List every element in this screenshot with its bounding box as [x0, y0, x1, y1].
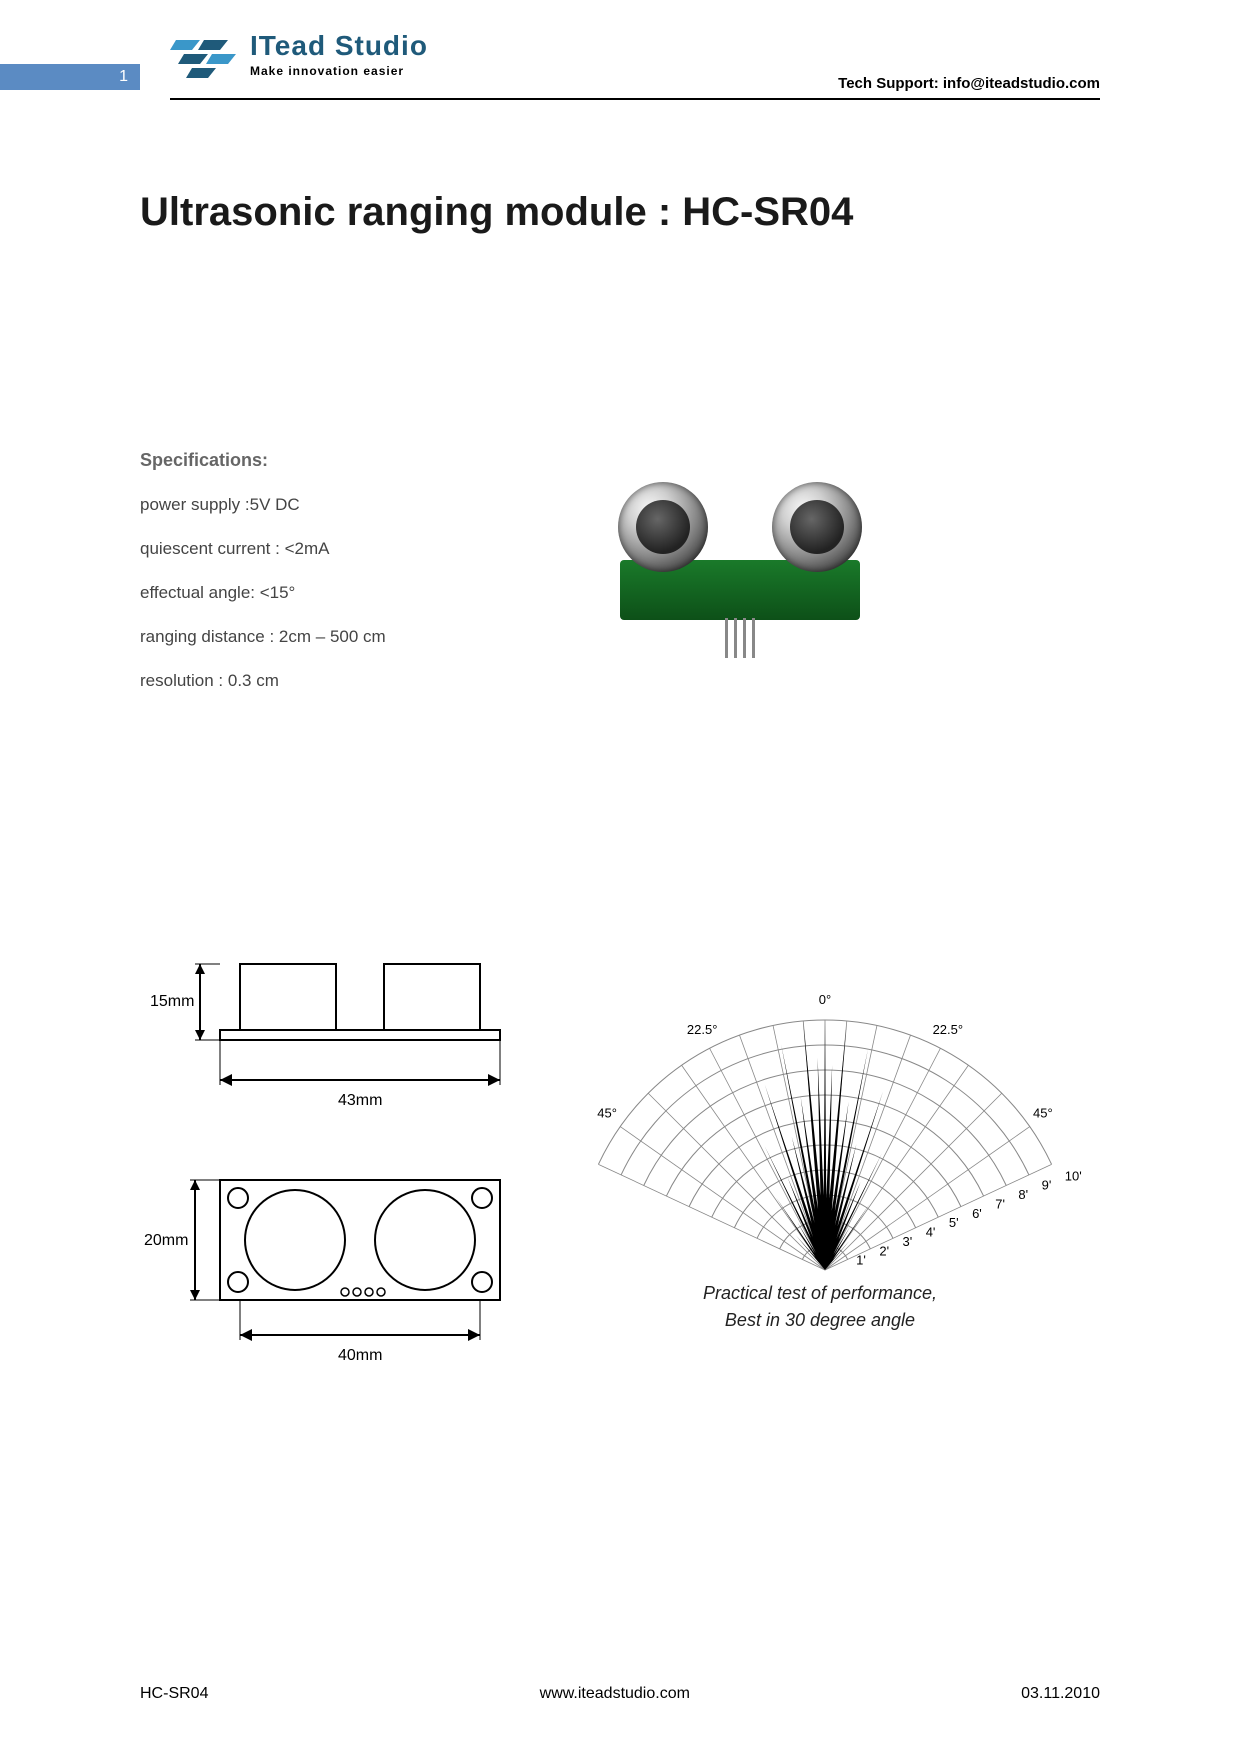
svg-text:45°: 45° — [597, 1105, 617, 1120]
footer-date: 03.11.2010 — [1021, 1685, 1100, 1703]
side-height-label: 15mm — [150, 993, 194, 1010]
svg-text:45°: 45° — [1033, 1105, 1053, 1120]
svg-text:1': 1' — [856, 1253, 866, 1268]
page-header: ITead Studio Make innovation easier Tech… — [170, 30, 1100, 100]
document-title: Ultrasonic ranging module : HC-SR04 — [140, 190, 853, 235]
svg-text:3': 3' — [903, 1234, 913, 1249]
logo-icon — [170, 30, 242, 80]
top-view-diagram: 20mm 40mm — [140, 1160, 540, 1380]
svg-text:22.5°: 22.5° — [933, 1022, 964, 1037]
spec-item: power supply :5V DC — [140, 495, 500, 515]
spec-item: effectual angle: <15° — [140, 583, 500, 603]
spec-item: quiescent current : <2mA — [140, 539, 500, 559]
transducer-left — [618, 482, 708, 572]
svg-text:2': 2' — [879, 1243, 889, 1258]
page-number-tab: 1 — [0, 64, 140, 90]
logo-subtitle: Make innovation easier — [250, 64, 428, 78]
header-pins — [720, 618, 760, 658]
logo-title: ITead Studio — [250, 30, 428, 62]
svg-text:4': 4' — [926, 1225, 936, 1240]
polar-caption-line2: Best in 30 degree angle — [620, 1307, 1020, 1334]
svg-text:9': 9' — [1042, 1178, 1052, 1193]
polar-caption: Practical test of performance, Best in 3… — [620, 1280, 1020, 1334]
top-width-label: 40mm — [338, 1347, 382, 1364]
spec-item: ranging distance : 2cm – 500 cm — [140, 627, 500, 647]
svg-text:10': 10' — [1065, 1168, 1082, 1183]
footer-model: HC-SR04 — [140, 1685, 208, 1703]
logo-block: ITead Studio Make innovation easier — [170, 30, 428, 80]
side-view-diagram: 15mm 43mm — [140, 940, 540, 1120]
svg-text:0°: 0° — [819, 992, 831, 1007]
top-height-label: 20mm — [144, 1232, 188, 1249]
svg-text:6': 6' — [972, 1206, 982, 1221]
spec-item: resolution : 0.3 cm — [140, 671, 500, 691]
footer-url: www.iteadstudio.com — [540, 1685, 690, 1703]
svg-text:22.5°: 22.5° — [687, 1022, 718, 1037]
product-photo — [600, 470, 880, 650]
page-footer: HC-SR04 www.iteadstudio.com 03.11.2010 — [140, 1685, 1100, 1703]
polar-caption-line1: Practical test of performance, — [620, 1280, 1020, 1307]
specs-heading: Specifications: — [140, 450, 500, 471]
side-width-label: 43mm — [338, 1092, 382, 1109]
svg-text:8': 8' — [1018, 1187, 1028, 1202]
svg-text:7': 7' — [995, 1196, 1005, 1211]
tech-support-text: Tech Support: info@iteadstudio.com — [838, 75, 1100, 92]
transducer-right — [772, 482, 862, 572]
logo-text: ITead Studio Make innovation easier — [250, 30, 428, 78]
svg-text:5': 5' — [949, 1215, 959, 1230]
specifications-block: Specifications: power supply :5V DC quie… — [140, 450, 500, 715]
